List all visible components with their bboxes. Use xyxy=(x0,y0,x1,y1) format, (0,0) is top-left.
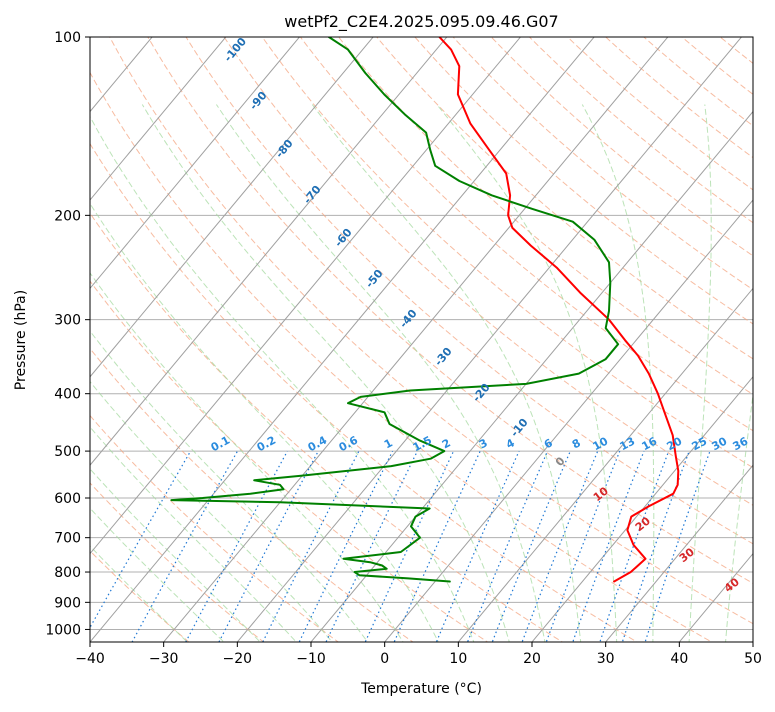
y-tick-label: 900 xyxy=(54,595,81,611)
isotherm-line xyxy=(301,10,775,654)
x-tick-label: 0 xyxy=(380,651,389,667)
isotherm-line xyxy=(448,10,775,654)
isotherm-label: -10 xyxy=(508,416,531,440)
mixing-ratio-label: 13 xyxy=(618,435,638,454)
dry-adiabat-line xyxy=(0,24,203,654)
mixing-ratio-line xyxy=(180,451,288,654)
y-tick-label: 500 xyxy=(54,444,81,460)
isotherm-label: -50 xyxy=(363,267,386,291)
mixing-ratio-line xyxy=(360,451,454,654)
mixing-ratio-line xyxy=(294,451,393,654)
moist-adiabat-line xyxy=(761,105,775,655)
x-axis-label: Temperature (°C) xyxy=(360,681,482,697)
isotherm-label: 0 xyxy=(553,454,568,468)
y-tick-label: 200 xyxy=(54,208,81,224)
x-tick-label: 40 xyxy=(670,651,688,667)
dry-adiabat-label: 40 xyxy=(722,575,742,595)
chart-title: wetPf2_C2E4.2025.095.09.46.G07 xyxy=(284,12,558,32)
y-axis-label: Pressure (hPa) xyxy=(13,290,29,390)
x-tick-label: 50 xyxy=(744,651,762,667)
dry-adiabat-line xyxy=(65,24,733,654)
y-tick-label: 800 xyxy=(54,565,81,581)
dry-adiabat-line xyxy=(366,24,775,654)
mixing-ratio-label: 8 xyxy=(570,436,583,451)
isotherm-line xyxy=(0,10,248,654)
dry-adiabat-line xyxy=(0,24,582,654)
dry-adiabat-line xyxy=(0,24,506,654)
mixing-ratio-label: 25 xyxy=(690,435,710,454)
isotherm-label: -20 xyxy=(470,381,493,405)
isotherm-label: -80 xyxy=(273,137,296,161)
y-tick-label: 1000 xyxy=(45,622,81,638)
isotherm-label: -30 xyxy=(432,345,455,369)
mixing-ratio-line xyxy=(257,451,359,654)
x-tick-label: 10 xyxy=(449,651,467,667)
mixing-ratio-label: 10 xyxy=(591,434,611,453)
x-tick-label: −20 xyxy=(223,651,253,667)
y-tick-label: 300 xyxy=(54,313,81,329)
mixing-ratio-label: 1 xyxy=(382,436,395,451)
dry-adiabat-line xyxy=(0,24,354,654)
x-tick-label: −10 xyxy=(296,651,326,667)
temperature-profile-line xyxy=(439,37,678,582)
isotherm-line xyxy=(0,10,396,654)
isotherm-line xyxy=(522,10,775,654)
isotherm-label: -70 xyxy=(301,183,324,207)
mixing-ratio-label: 3 xyxy=(477,436,490,451)
isotherm-label: -40 xyxy=(397,307,420,331)
mixing-ratio-label: 16 xyxy=(640,434,660,453)
isotherm-label: -60 xyxy=(332,226,355,250)
dry-adiabat-label: 10 xyxy=(591,484,611,504)
dry-adiabat-line xyxy=(704,24,775,654)
mixing-ratio-label: 4 xyxy=(504,436,517,451)
mixing-ratio-line xyxy=(126,451,238,654)
dry-adiabat-line xyxy=(253,24,775,654)
dry-adiabat-line xyxy=(554,24,775,654)
mixing-ratio-line xyxy=(463,451,548,654)
mixing-ratio-line xyxy=(321,451,418,654)
x-tick-label: −30 xyxy=(149,651,179,667)
isotherm-line xyxy=(743,10,775,654)
dry-adiabat-line xyxy=(441,24,775,654)
isotherm-label: -90 xyxy=(247,89,270,113)
y-tick-label: 100 xyxy=(54,30,81,46)
dry-adiabat-line xyxy=(291,24,775,654)
dry-adiabat-line xyxy=(479,24,775,654)
mixing-ratio-label: 20 xyxy=(665,434,685,453)
y-tick-label: 700 xyxy=(54,531,81,547)
x-tick-label: 30 xyxy=(597,651,615,667)
mixing-ratio-line xyxy=(518,451,598,654)
x-tick-label: 20 xyxy=(523,651,541,667)
mixing-ratio-label: 30 xyxy=(710,434,730,453)
x-tick-label: −40 xyxy=(75,651,105,667)
y-tick-label: 600 xyxy=(54,491,81,507)
y-tick-label: 400 xyxy=(54,387,81,403)
background-lines xyxy=(0,10,775,654)
